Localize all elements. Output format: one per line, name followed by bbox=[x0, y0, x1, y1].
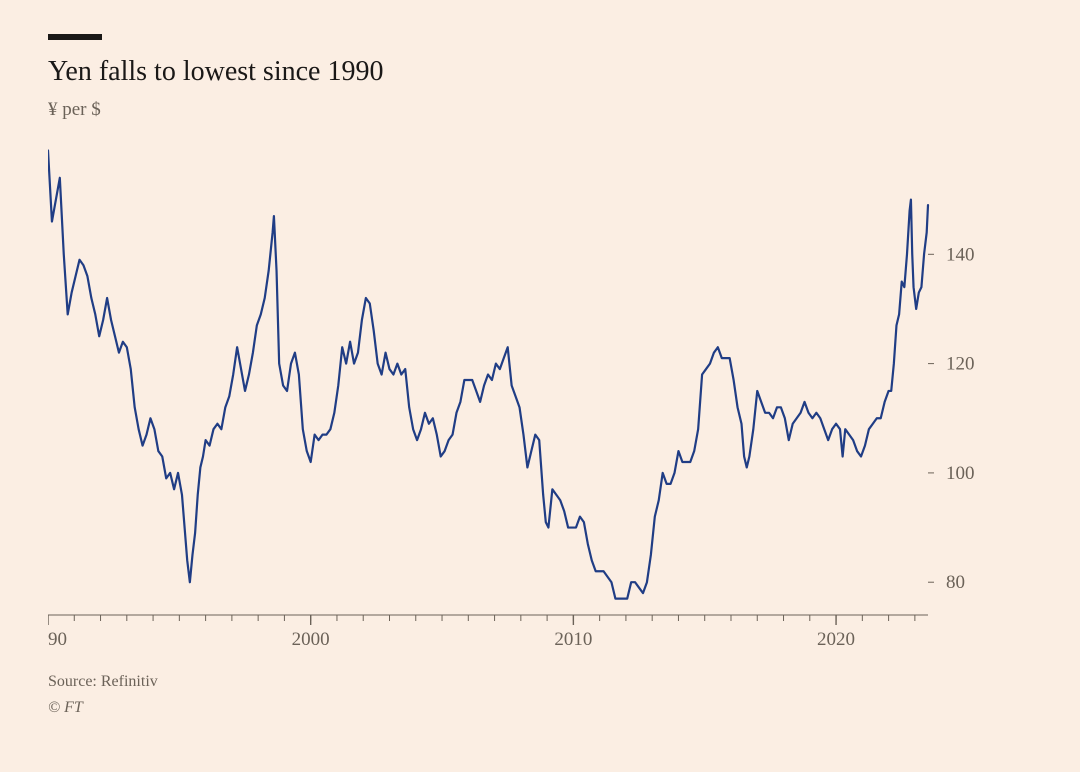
chart-subtitle: ¥ per $ bbox=[48, 99, 1032, 121]
svg-text:2000: 2000 bbox=[292, 629, 330, 650]
svg-text:100: 100 bbox=[946, 463, 975, 484]
svg-text:80: 80 bbox=[946, 572, 965, 593]
svg-text:2010: 2010 bbox=[554, 629, 592, 650]
copyright-label: © FT bbox=[48, 695, 1032, 721]
svg-text:120: 120 bbox=[946, 354, 975, 375]
line-chart-svg: 1990 2000 2010 2020 80 100 120 140 bbox=[48, 145, 1032, 655]
chart-plot-area: 1990 2000 2010 2020 80 100 120 140 bbox=[48, 145, 1032, 655]
title-accent-bar bbox=[48, 34, 102, 40]
chart-footer: Source: Refinitiv © FT bbox=[48, 669, 1032, 720]
chart-frame: Yen falls to lowest since 1990 ¥ per $ 1… bbox=[0, 0, 1080, 772]
svg-text:1990: 1990 bbox=[48, 629, 67, 650]
svg-text:2020: 2020 bbox=[817, 629, 855, 650]
chart-title: Yen falls to lowest since 1990 bbox=[48, 54, 1032, 89]
svg-text:140: 140 bbox=[946, 244, 975, 265]
source-label: Source: Refinitiv bbox=[48, 669, 1032, 695]
